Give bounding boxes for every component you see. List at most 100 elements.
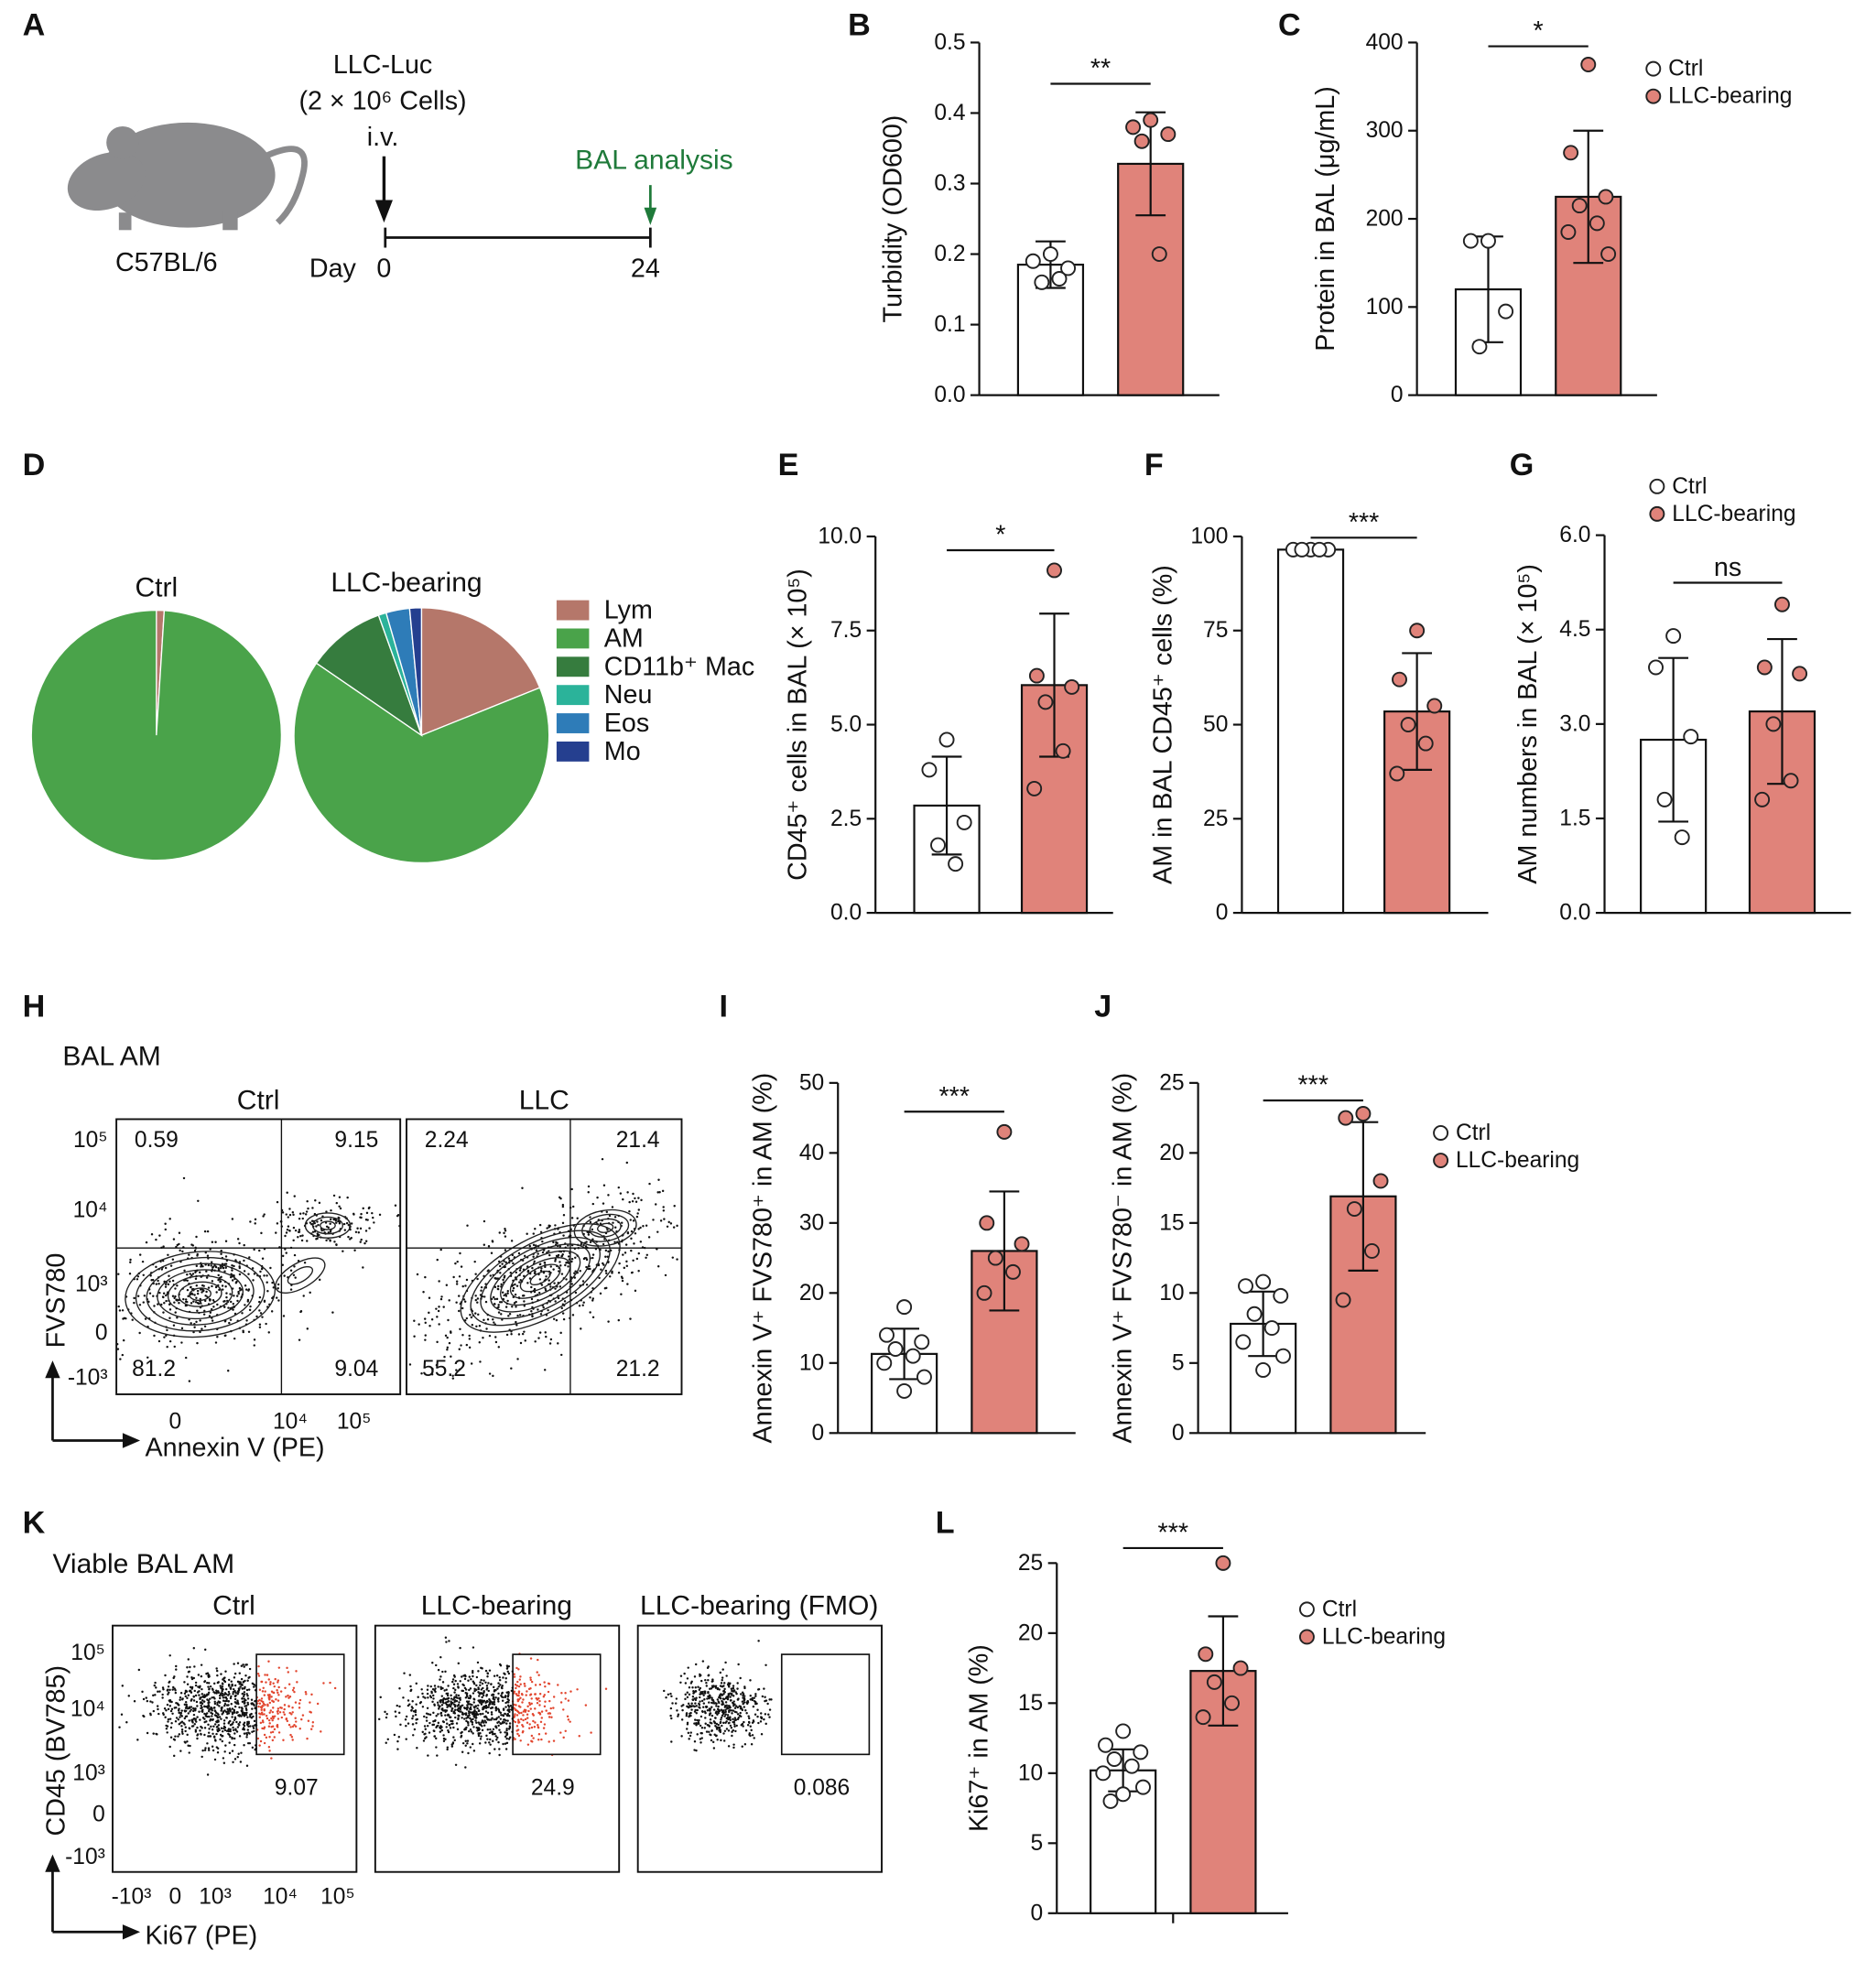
event-dot (483, 1219, 486, 1223)
event-dot (260, 1231, 263, 1235)
event-dot (680, 1735, 683, 1738)
event-dot (451, 1680, 454, 1684)
event-dot (221, 1694, 224, 1697)
panel-letter: K (23, 1506, 46, 1541)
event-dot (562, 1214, 566, 1217)
event-dot (530, 1285, 533, 1289)
event-dot (587, 1233, 591, 1236)
event-dot (719, 1685, 722, 1687)
event-dot (666, 1225, 669, 1229)
event-dot (517, 1718, 520, 1721)
event-dot (522, 1718, 525, 1722)
event-dot (491, 1717, 493, 1719)
event-dot (698, 1703, 701, 1707)
event-dot (339, 1207, 342, 1210)
event-dot (719, 1721, 722, 1725)
event-dot (424, 1275, 427, 1279)
event-dot (507, 1664, 511, 1668)
event-dot (183, 1703, 187, 1707)
event-dot (490, 1251, 493, 1254)
panel-letter: L (936, 1506, 955, 1541)
event-dot (398, 1705, 401, 1708)
event-dot (171, 1258, 175, 1261)
event-dot (164, 1228, 168, 1231)
event-dot (519, 1683, 522, 1685)
event-dot (266, 1674, 269, 1676)
event-dot (146, 1731, 149, 1735)
event-dot (166, 1703, 169, 1707)
data-point (1392, 671, 1407, 688)
event-dot (246, 1722, 250, 1726)
event-dot (408, 1674, 412, 1676)
event-dot (487, 1689, 490, 1693)
plot-frame (115, 1118, 402, 1395)
event-dot (725, 1728, 729, 1730)
event-dot (223, 1726, 227, 1729)
event-dot (532, 1714, 536, 1717)
event-dot (468, 1675, 472, 1678)
event-dot (726, 1697, 730, 1701)
event-dot (138, 1304, 142, 1306)
event-dot (444, 1709, 447, 1712)
event-dot (219, 1685, 222, 1687)
event-dot (263, 1694, 266, 1696)
event-dot (545, 1275, 548, 1278)
event-dot (166, 1725, 169, 1728)
event-dot (264, 1690, 266, 1693)
event-dot (548, 1699, 551, 1703)
event-dot (492, 1685, 495, 1689)
event-dot (168, 1699, 171, 1702)
event-dot (484, 1669, 488, 1673)
event-dot (521, 1295, 525, 1297)
event-dot (170, 1707, 174, 1711)
data-point (1774, 596, 1790, 612)
event-dot (262, 1702, 266, 1706)
event-dot (667, 1693, 670, 1696)
event-dot (496, 1736, 499, 1739)
event-dot (537, 1252, 539, 1255)
event-dot (224, 1255, 228, 1258)
event-dot (441, 1670, 444, 1674)
event-dot (277, 1709, 279, 1713)
event-dot (258, 1744, 261, 1747)
event-dot (201, 1699, 204, 1702)
event-dot (190, 1699, 193, 1702)
event-dot (726, 1714, 730, 1717)
event-dot (640, 1198, 643, 1202)
event-dot (563, 1300, 567, 1303)
event-dot (604, 1249, 608, 1252)
event-dot (451, 1377, 455, 1380)
event-dot (461, 1284, 464, 1288)
event-dot (245, 1688, 249, 1692)
event-dot (474, 1705, 478, 1707)
event-dot (180, 1730, 184, 1733)
event-dot (253, 1273, 256, 1275)
event-dot (502, 1696, 504, 1699)
event-dot (279, 1690, 283, 1693)
event-dot (498, 1710, 501, 1713)
event-dot (229, 1293, 232, 1295)
event-dot (173, 1296, 176, 1300)
event-dot (674, 1702, 678, 1705)
data-point (1143, 112, 1159, 128)
arrow-head (45, 1854, 141, 1940)
event-dot (211, 1728, 214, 1731)
event-dot (190, 1677, 194, 1680)
event-dot (480, 1666, 483, 1670)
data-point (1656, 791, 1673, 807)
event-dot (158, 1690, 161, 1693)
event-dot (227, 1690, 231, 1694)
event-dot (477, 1686, 480, 1689)
event-dot (211, 1319, 214, 1322)
event-dot (693, 1675, 697, 1678)
error-bar (1135, 111, 1166, 217)
event-dot (448, 1299, 450, 1302)
data-point (1025, 253, 1041, 269)
event-dot (451, 1722, 454, 1725)
event-dot (517, 1668, 520, 1671)
event-dot (737, 1663, 740, 1666)
event-dot (397, 1711, 401, 1715)
event-dot (504, 1228, 506, 1230)
event-dot (180, 1728, 184, 1731)
event-dot (155, 1686, 157, 1689)
